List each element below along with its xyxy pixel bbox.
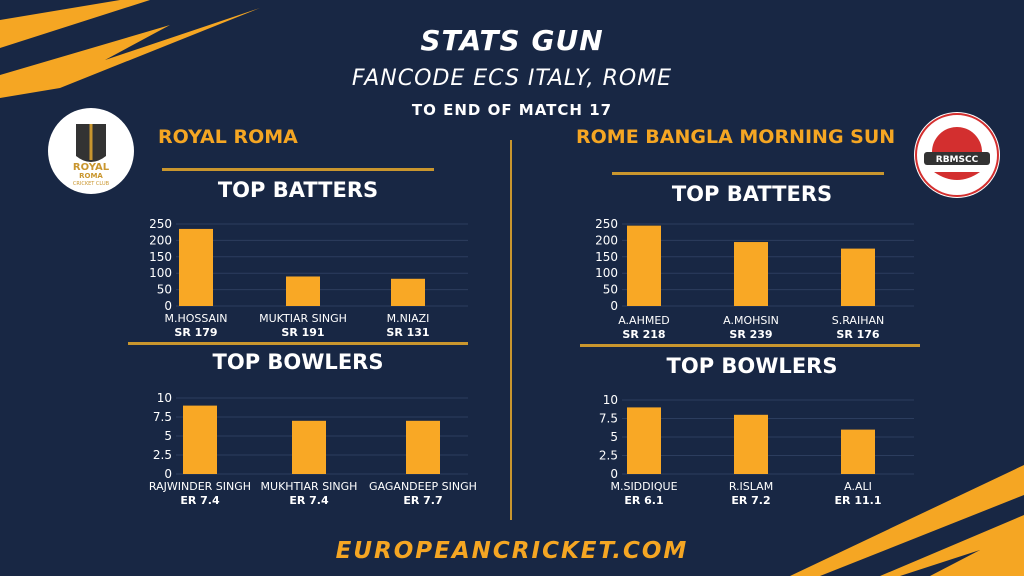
y-tick-label: 10	[603, 393, 618, 407]
bar	[406, 420, 440, 474]
category-label: A.MOHSIN	[723, 314, 779, 327]
bar	[841, 248, 875, 306]
right-batters-heading: TOP BATTERS	[671, 182, 833, 206]
svg-text:ROMA: ROMA	[79, 172, 103, 180]
y-tick-label: 0	[164, 299, 172, 313]
category-label: MUKTIAR SINGH	[259, 312, 347, 325]
stat-label: SR 191	[281, 326, 324, 339]
stat-label: SR 179	[174, 326, 217, 339]
y-tick-label: 5	[610, 430, 618, 444]
center-divider	[510, 140, 512, 520]
decor-top-left-stripes	[0, 0, 260, 98]
rbmscc-logo: RBMSCC	[914, 112, 1000, 198]
category-label: R.ISLAM	[729, 480, 773, 493]
y-tick-label: 100	[149, 266, 172, 280]
bar	[734, 414, 768, 474]
team-name-right: ROME BANGLA MORNING SUN	[576, 126, 896, 148]
right-bowlers-heading: TOP BOWLERS	[666, 354, 838, 378]
y-tick-label: 200	[149, 233, 172, 247]
category-label: M.SIDDIQUE	[610, 480, 677, 493]
bar	[292, 420, 326, 474]
y-tick-label: 0	[610, 467, 618, 481]
bar	[183, 405, 217, 474]
y-tick-label: 10	[157, 391, 172, 405]
category-label: MUKHTIAR SINGH	[261, 480, 358, 493]
page-title: STATS GUN	[420, 24, 604, 57]
y-tick-label: 250	[149, 217, 172, 231]
left-batters-heading: TOP BATTERS	[217, 178, 379, 202]
bar	[179, 228, 213, 306]
stat-label: ER 6.1	[624, 494, 663, 507]
stat-label: ER 7.7	[403, 494, 442, 507]
rbmscc-sun-icon: RBMSCC	[915, 113, 999, 197]
category-label: RAJWINDER SINGH	[149, 480, 251, 493]
category-label: M.HOSSAIN	[164, 312, 227, 325]
stat-label: ER 11.1	[835, 494, 882, 507]
bar	[286, 276, 320, 306]
y-tick-label: 0	[164, 467, 172, 481]
category-label: A.ALI	[844, 480, 872, 493]
stat-label: SR 176	[836, 328, 880, 341]
team-name-left: ROYAL ROMA	[158, 126, 298, 148]
y-tick-label: 50	[157, 283, 172, 297]
stat-label: SR 239	[729, 328, 772, 341]
category-label: A.AHMED	[618, 314, 670, 327]
y-tick-label: 7.5	[153, 410, 172, 424]
bar	[627, 407, 661, 474]
bar	[734, 242, 768, 306]
stat-label: ER 7.4	[180, 494, 220, 507]
bar	[627, 225, 661, 306]
category-label: M.NIAZI	[387, 312, 430, 325]
divider-left-top	[162, 168, 434, 171]
category-label: GAGANDEEP SINGH	[369, 480, 477, 493]
stat-label: ER 7.2	[731, 494, 770, 507]
page-note: TO END OF MATCH 17	[411, 101, 613, 119]
bar	[841, 429, 875, 474]
y-tick-label: 200	[595, 233, 618, 247]
divider-right-mid	[580, 344, 920, 347]
bar	[391, 278, 425, 306]
category-label: S.RAIHAN	[832, 314, 884, 327]
royal-roma-crest-icon: ROYAL ROMA CRICKET CLUB	[73, 124, 110, 187]
stat-label: SR 131	[386, 326, 429, 339]
decor-bottom-right-stripes	[790, 465, 1024, 576]
y-tick-label: 2.5	[153, 448, 172, 462]
y-tick-label: 2.5	[599, 449, 618, 463]
y-tick-label: 150	[595, 250, 618, 264]
y-tick-label: 50	[603, 283, 618, 297]
y-tick-label: 0	[610, 299, 618, 313]
footer-site: EUROPEANCRICKET.COM	[335, 538, 689, 564]
y-tick-label: 5	[164, 429, 172, 443]
stat-label: SR 218	[622, 328, 665, 341]
svg-text:CRICKET CLUB: CRICKET CLUB	[73, 181, 110, 187]
y-tick-label: 100	[595, 266, 618, 280]
divider-left-mid	[128, 342, 468, 345]
y-tick-label: 150	[149, 250, 172, 264]
divider-right-top	[612, 172, 884, 175]
page-subtitle: FANCODE ECS ITALY, ROME	[351, 66, 673, 91]
left-bowlers-heading: TOP BOWLERS	[212, 350, 384, 374]
y-tick-label: 250	[595, 217, 618, 231]
stat-label: ER 7.4	[289, 494, 329, 507]
royal-roma-logo: ROYAL ROMA CRICKET CLUB	[48, 108, 134, 194]
y-tick-label: 7.5	[599, 412, 618, 426]
svg-text:RBMSCC: RBMSCC	[936, 155, 979, 165]
svg-text:ROYAL: ROYAL	[73, 162, 110, 173]
